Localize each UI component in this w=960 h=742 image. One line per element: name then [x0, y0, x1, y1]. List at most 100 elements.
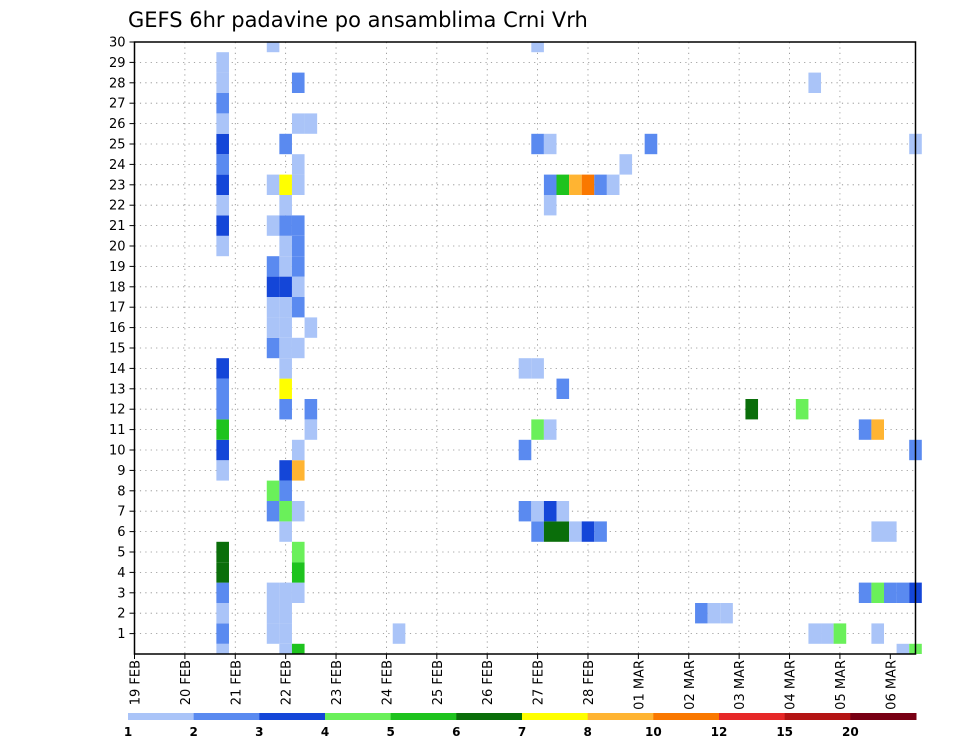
- data-cell: [291, 215, 305, 236]
- data-cell: [266, 256, 280, 277]
- data-cell: [216, 439, 229, 461]
- data-cell: [279, 297, 292, 318]
- data-cell: [279, 276, 292, 297]
- data-cell: [808, 623, 822, 644]
- legend-swatch: [850, 713, 917, 720]
- data-cell: [304, 317, 318, 338]
- data-cell: [606, 174, 620, 195]
- data-cell: [556, 521, 570, 542]
- data-cell: [216, 215, 229, 236]
- data-cell: [291, 297, 305, 318]
- y-tick-label: 10: [109, 444, 126, 459]
- data-cell: [808, 72, 822, 93]
- data-cell: [266, 582, 280, 603]
- data-cell: [884, 521, 897, 542]
- x-tick-label: 26 FEB: [481, 660, 496, 705]
- data-cell: [291, 439, 305, 461]
- legend-swatch: [325, 713, 392, 720]
- data-cell: [569, 521, 582, 542]
- data-cell: [279, 399, 292, 420]
- data-cell: [556, 501, 570, 522]
- x-tick-label: 22 FEB: [280, 660, 295, 705]
- data-cell: [291, 643, 305, 654]
- data-cell: [896, 582, 910, 603]
- y-tick-label: 21: [109, 219, 126, 234]
- data-cell: [279, 480, 292, 501]
- data-cell: [216, 235, 229, 257]
- data-cell: [594, 174, 607, 195]
- y-tick-label: 15: [109, 342, 126, 357]
- data-cell: [266, 297, 280, 318]
- legend-swatch: [193, 713, 260, 720]
- data-cell: [266, 276, 280, 297]
- data-cell: [216, 154, 229, 175]
- legend-label: 1: [124, 725, 132, 739]
- y-tick-label: 13: [109, 382, 126, 397]
- data-cell: [216, 174, 229, 195]
- data-cell: [279, 337, 292, 359]
- legend-swatch: [522, 713, 589, 720]
- chart-title: GEFS 6hr padavine po ansamblima Crni Vrh: [128, 8, 588, 32]
- data-cell: [216, 93, 229, 114]
- data-cell: [291, 562, 305, 583]
- data-cell: [304, 399, 318, 420]
- legend-label: 6: [452, 725, 460, 739]
- data-cell: [216, 195, 229, 216]
- data-cells: [216, 42, 922, 654]
- y-tick-label: 19: [109, 260, 126, 275]
- data-cell: [279, 521, 292, 542]
- data-cell: [291, 460, 305, 481]
- legend-label: 2: [189, 725, 197, 739]
- data-cell: [858, 419, 872, 440]
- data-cell: [531, 133, 544, 155]
- data-cell: [216, 582, 229, 603]
- data-cell: [279, 378, 292, 399]
- y-tick-label: 27: [109, 97, 126, 112]
- data-cell: [594, 521, 607, 542]
- y-tick-label: 9: [117, 464, 125, 479]
- data-cell: [871, 582, 885, 603]
- data-cell: [304, 419, 318, 440]
- data-cell: [871, 419, 885, 440]
- y-tick-label: 1: [117, 627, 125, 642]
- data-cell: [279, 215, 292, 236]
- y-tick-label: 26: [109, 117, 126, 132]
- y-tick-label: 3: [117, 586, 125, 601]
- y-tick-label: 6: [117, 525, 125, 540]
- data-cell: [543, 174, 557, 195]
- data-cell: [745, 399, 759, 420]
- y-tick-label: 4: [117, 566, 125, 581]
- data-cell: [720, 603, 733, 624]
- data-cell: [531, 419, 544, 440]
- data-cell: [871, 521, 885, 542]
- data-cell: [279, 603, 292, 624]
- data-cell: [279, 133, 292, 155]
- y-axis: 1234567891011121314151617181920212223242…: [109, 36, 135, 642]
- data-cell: [279, 643, 292, 654]
- data-cell: [266, 42, 280, 53]
- y-tick-label: 25: [109, 138, 126, 153]
- data-cell: [279, 256, 292, 277]
- data-cell: [518, 358, 532, 379]
- legend-label: 4: [321, 725, 329, 739]
- data-cell: [291, 337, 305, 359]
- data-cell: [216, 113, 229, 134]
- data-cell: [581, 174, 595, 195]
- data-cell: [543, 419, 557, 440]
- data-cell: [266, 623, 280, 644]
- data-cell: [858, 582, 872, 603]
- y-tick-label: 5: [117, 546, 125, 561]
- y-tick-label: 14: [109, 362, 126, 377]
- data-cell: [896, 643, 910, 654]
- data-cell: [279, 317, 292, 338]
- data-cell: [279, 623, 292, 644]
- data-cell: [216, 562, 229, 583]
- y-tick-label: 18: [109, 280, 126, 295]
- data-cell: [556, 378, 570, 399]
- data-cell: [266, 501, 280, 522]
- data-cell: [279, 460, 292, 481]
- y-tick-label: 12: [109, 403, 126, 418]
- legend-label: 7: [518, 725, 526, 739]
- data-cell: [556, 174, 570, 195]
